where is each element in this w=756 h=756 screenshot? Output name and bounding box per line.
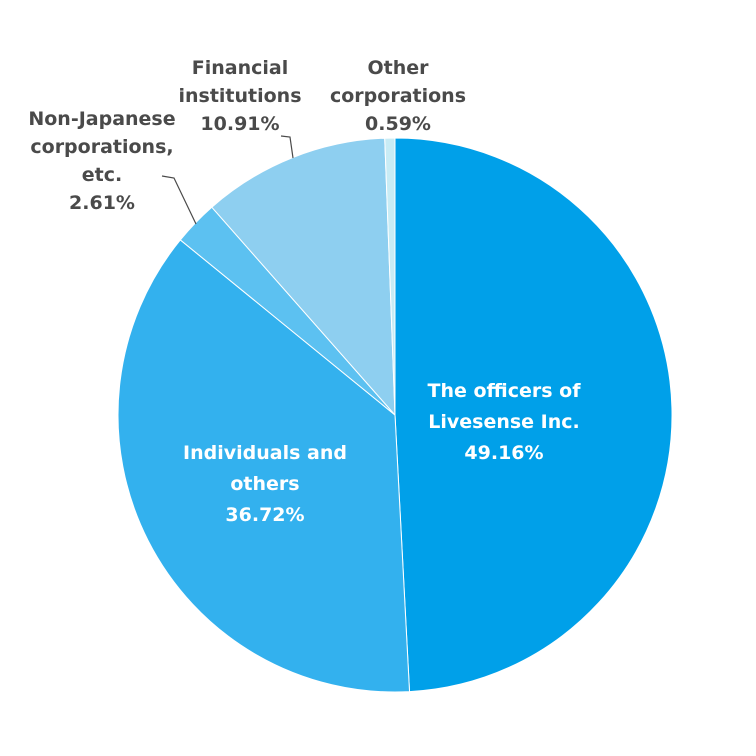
slice-label-line-4-0: Other: [367, 57, 429, 79]
slice-value-1: 36.72%: [225, 504, 304, 526]
slice-value-2: 2.61%: [69, 192, 135, 214]
slice-label-line-2-1: corporations,: [30, 136, 173, 158]
slice-label-line-3-1: institutions: [178, 85, 301, 107]
pie-slice-1: [117, 239, 411, 693]
slice-label-1: Individuals and others 36.72%: [183, 442, 347, 526]
slice-label-2: Non-Japanese corporations, etc. 2.61%: [28, 108, 175, 214]
slice-label-line-2-2: etc.: [82, 164, 122, 186]
slice-label-line-0-0: The officers of: [428, 380, 582, 402]
slice-label-0: The officers of Livesense Inc. 49.16%: [428, 380, 582, 464]
pie-slice-3: [211, 137, 396, 417]
slice-label-line-0-1: Livesense Inc.: [428, 411, 580, 433]
slice-label-4: Other corporations 0.59%: [330, 57, 466, 135]
slice-label-line-2-0: Non-Japanese: [28, 108, 175, 130]
leader-line-3: [280, 135, 294, 159]
pie-slice-0: [394, 137, 673, 693]
slice-label-line-1-0: Individuals and: [183, 442, 347, 464]
pie-slice-4: [384, 137, 396, 416]
slice-label-line-3-0: Financial: [192, 57, 288, 79]
slice-label-line-4-1: corporations: [330, 85, 466, 107]
slice-label-line-1-1: others: [230, 473, 299, 495]
slice-label-3: Financial institutions 10.91%: [178, 57, 301, 135]
leader-line-2: [161, 175, 197, 225]
slice-value-3: 10.91%: [200, 113, 279, 135]
slice-value-0: 49.16%: [464, 442, 543, 464]
slice-value-4: 0.59%: [365, 113, 431, 135]
